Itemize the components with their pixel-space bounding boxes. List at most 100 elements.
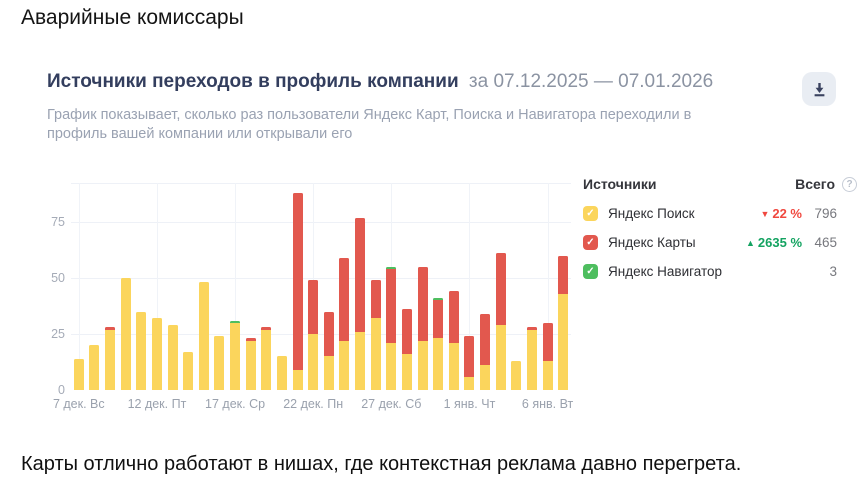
check-icon: ✓ bbox=[586, 237, 595, 248]
bar-segment-search[interactable] bbox=[73, 358, 84, 390]
bar-segment-search[interactable] bbox=[183, 351, 194, 390]
bar-segment-maps[interactable] bbox=[526, 327, 537, 330]
bar-segment-maps[interactable] bbox=[464, 336, 475, 377]
bar-segment-search[interactable] bbox=[464, 376, 475, 390]
bar-segment-search[interactable] bbox=[261, 329, 272, 390]
legend-row-3[interactable]: ✓ Яндекс Навигатор 3 bbox=[583, 264, 857, 279]
arrow-down-icon: ▼ bbox=[760, 209, 770, 219]
legend-checkbox-3[interactable]: ✓ bbox=[583, 264, 598, 279]
bar-segment-search[interactable] bbox=[230, 322, 241, 390]
bar-segment-maps[interactable] bbox=[495, 253, 506, 326]
bar-segment-maps[interactable] bbox=[105, 327, 116, 330]
bar-segment-search[interactable] bbox=[308, 334, 319, 390]
gridline-vertical bbox=[469, 183, 471, 390]
x-axis-tick-label: 7 дек. Вс bbox=[52, 397, 105, 411]
x-axis-tick-label: 22 дек. Пн bbox=[283, 397, 344, 411]
widget-description: График показывает, сколько раз пользоват… bbox=[47, 107, 692, 142]
widget-title: Источники переходов в профиль компании bbox=[47, 71, 459, 92]
gridline-horizontal bbox=[71, 222, 571, 223]
x-axis-tick-label: 27 дек. Сб bbox=[361, 397, 422, 411]
bar-segment-navigator[interactable] bbox=[230, 320, 241, 323]
arrow-up-icon: ▲ bbox=[745, 238, 755, 248]
legend-label: Яндекс Навигатор bbox=[608, 264, 723, 279]
bar-segment-search[interactable] bbox=[151, 318, 162, 390]
bar-segment-search[interactable] bbox=[292, 369, 303, 390]
legend-total-header: Всего bbox=[795, 176, 835, 192]
check-icon: ✓ bbox=[586, 266, 595, 277]
download-button[interactable] bbox=[802, 72, 836, 106]
gridline-vertical bbox=[78, 183, 80, 390]
bar-segment-search[interactable] bbox=[105, 329, 116, 390]
bar-segment-search[interactable] bbox=[511, 360, 522, 390]
bar-segment-search[interactable] bbox=[323, 356, 334, 390]
bar-segment-maps[interactable] bbox=[245, 338, 256, 341]
bar-segment-maps[interactable] bbox=[417, 266, 428, 341]
y-axis-tick-label: 50 bbox=[51, 271, 65, 285]
bar-segment-maps[interactable] bbox=[401, 309, 412, 355]
gridline-vertical bbox=[235, 183, 237, 390]
y-axis-tick-label: 75 bbox=[51, 215, 65, 229]
bar-segment-navigator[interactable] bbox=[433, 298, 444, 301]
bar-segment-maps[interactable] bbox=[370, 280, 381, 319]
bar-segment-maps[interactable] bbox=[355, 217, 366, 332]
bar-segment-maps[interactable] bbox=[558, 255, 569, 294]
bar-segment-search[interactable] bbox=[401, 354, 412, 390]
legend-sources-header: Источники bbox=[583, 176, 657, 192]
bar-segment-search[interactable] bbox=[89, 345, 100, 390]
total-value: 796 bbox=[814, 206, 837, 221]
help-icon[interactable]: ? bbox=[842, 176, 857, 192]
chart: 0 25 50 75 7 дек. Вс 12 дек. Пт 17 дек. Ср 22 д… bbox=[47, 181, 592, 419]
bar-segment-search[interactable] bbox=[120, 278, 131, 390]
legend-row-2[interactable]: ✓ Яндекс Карты ▲ 2635 % 465 bbox=[583, 235, 857, 250]
bar-segment-maps[interactable] bbox=[542, 322, 553, 361]
bar-segment-navigator[interactable] bbox=[386, 266, 397, 270]
bar-segment-search[interactable] bbox=[448, 342, 459, 390]
change-indicator: ▼ 22 % bbox=[760, 206, 802, 221]
bar-segment-search[interactable] bbox=[136, 311, 147, 390]
bar-segment-maps[interactable] bbox=[339, 257, 350, 341]
check-icon: ✓ bbox=[586, 208, 595, 219]
legend-label: Яндекс Карты bbox=[608, 235, 696, 250]
legend-checkbox-2[interactable]: ✓ bbox=[583, 235, 598, 250]
x-axis-tick-label: 12 дек. Пт bbox=[127, 397, 187, 411]
bar-segment-search[interactable] bbox=[167, 325, 178, 390]
widget-titlebar: Источники переходов в профиль компании з… bbox=[47, 71, 713, 93]
x-axis-tick-label: 1 янв. Чт bbox=[443, 397, 496, 411]
bar-segment-maps[interactable] bbox=[323, 311, 334, 357]
bar-segment-search[interactable] bbox=[526, 329, 537, 390]
bar-segment-search[interactable] bbox=[480, 365, 491, 390]
bar-segment-search[interactable] bbox=[214, 336, 225, 390]
gridline-horizontal bbox=[71, 334, 571, 335]
bar-segment-maps[interactable] bbox=[448, 291, 459, 343]
legend-header: Источники Всего ? bbox=[583, 176, 857, 192]
legend-checkbox-1[interactable]: ✓ bbox=[583, 206, 598, 221]
bar-segment-search[interactable] bbox=[245, 340, 256, 390]
bar-segment-search[interactable] bbox=[339, 340, 350, 390]
change-indicator: ▲ 2635 % bbox=[746, 235, 802, 250]
bar-segment-search[interactable] bbox=[417, 340, 428, 390]
gridline-horizontal bbox=[71, 278, 571, 279]
legend-row-1[interactable]: ✓ Яндекс Поиск ▼ 22 % 796 bbox=[583, 206, 857, 221]
bar-segment-search[interactable] bbox=[558, 293, 569, 390]
bar-segment-search[interactable] bbox=[370, 318, 381, 390]
bar-segment-maps[interactable] bbox=[433, 300, 444, 339]
bar-segment-search[interactable] bbox=[542, 360, 553, 390]
bar-segment-maps[interactable] bbox=[386, 269, 397, 343]
legend: Источники Всего ? ✓ Яндекс Поиск ▼ 22 % 796 ✓… bbox=[583, 176, 857, 279]
bar-segment-maps[interactable] bbox=[308, 280, 319, 334]
bar-segment-search[interactable] bbox=[433, 338, 444, 390]
x-axis-tick-label: 6 янв. Вт bbox=[521, 397, 574, 411]
bar-segment-search[interactable] bbox=[198, 282, 209, 390]
bar-segment-search[interactable] bbox=[495, 325, 506, 390]
legend-label: Яндекс Поиск bbox=[608, 206, 695, 221]
bar-segment-search[interactable] bbox=[276, 356, 287, 390]
bar-segment-maps[interactable] bbox=[292, 192, 303, 370]
bar-segment-search[interactable] bbox=[355, 331, 366, 390]
bar-segment-search[interactable] bbox=[386, 342, 397, 390]
change-value: 2635 % bbox=[757, 235, 802, 250]
bar-segment-maps[interactable] bbox=[261, 327, 272, 330]
legend-rows: ✓ Яндекс Поиск ▼ 22 % 796 ✓ Яндекс Карты ▲ 2635 … bbox=[583, 206, 857, 279]
bar-segment-maps[interactable] bbox=[480, 313, 491, 366]
y-axis-tick-label: 0 bbox=[58, 383, 65, 397]
